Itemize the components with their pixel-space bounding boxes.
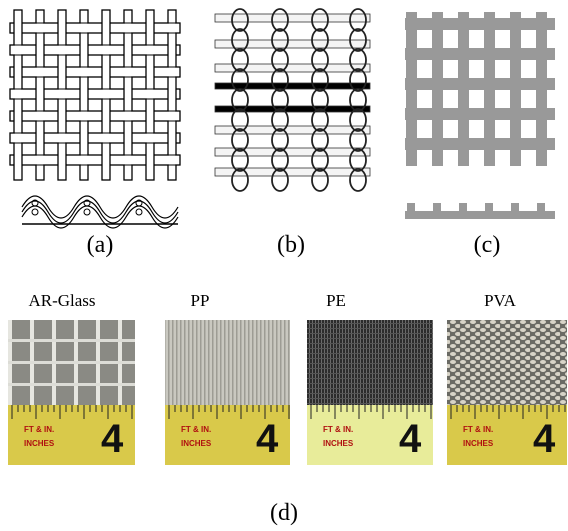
yarn [84, 209, 90, 215]
tape-mark: 4 [533, 417, 556, 461]
yarn [32, 209, 38, 215]
page: AR-Glass FT & IN. INCHES 4 PP FT & IN. INCHES 4… [0, 0, 568, 531]
grid-mesh [405, 12, 555, 219]
weft-over [123, 68, 133, 77]
yarn [136, 209, 142, 215]
weft-over [79, 112, 89, 121]
weft-over [101, 46, 111, 55]
panel-label: (b) [277, 232, 305, 258]
tape-scale: FT & IN. [463, 425, 493, 434]
bar [405, 108, 555, 120]
weft-over [101, 134, 111, 143]
photo-name: PE [326, 291, 346, 310]
tape-mark: 4 [101, 417, 124, 461]
weft-over [79, 156, 89, 165]
photos: AR-Glass FT & IN. INCHES 4 PP FT & IN. INCHES 4… [8, 291, 567, 465]
tape-scale: FT & IN. [323, 425, 353, 434]
bar [405, 18, 555, 30]
bar [405, 78, 555, 90]
photo-name: PP [191, 291, 210, 310]
tape-units: INCHES [463, 439, 494, 448]
weft-over [123, 112, 133, 121]
weft-over [57, 46, 67, 55]
mesh-photo [165, 320, 290, 408]
weft-over [35, 156, 45, 165]
mesh-photo [8, 320, 135, 408]
weft-over [79, 68, 89, 77]
tape-mark: 4 [256, 417, 279, 461]
weft-over [167, 156, 177, 165]
panel-label: (a) [87, 232, 114, 258]
weft-over [57, 134, 67, 143]
black-weft [215, 83, 370, 89]
panel-label: (c) [474, 232, 501, 258]
tape-units: INCHES [323, 439, 354, 448]
weft-over [167, 68, 177, 77]
woven-mesh [10, 10, 180, 228]
tooth [407, 203, 415, 213]
knitted-mesh [215, 9, 370, 191]
weft-over [13, 90, 23, 99]
weft-over [123, 24, 133, 33]
tape-mark: 4 [399, 417, 422, 461]
mesh-photo [447, 320, 567, 408]
weft [215, 40, 370, 48]
tooth [485, 203, 493, 213]
weft-over [13, 134, 23, 143]
bar [405, 48, 555, 60]
tape-units: INCHES [181, 439, 212, 448]
weft-over [145, 46, 155, 55]
weft-over [35, 112, 45, 121]
weft-over [145, 90, 155, 99]
photo-name: PVA [484, 291, 517, 310]
weft-over [79, 24, 89, 33]
photo-name: AR-Glass [28, 291, 95, 310]
weft-over [101, 90, 111, 99]
weft [215, 14, 370, 22]
weft-over [145, 134, 155, 143]
wave [22, 201, 178, 223]
tape-scale: FT & IN. [24, 425, 54, 434]
tape-units: INCHES [24, 439, 55, 448]
panel-label: (d) [270, 500, 298, 526]
weft-over [167, 24, 177, 33]
tape-scale: FT & IN. [181, 425, 211, 434]
tooth [459, 203, 467, 213]
tooth [433, 203, 441, 213]
wave [22, 196, 178, 218]
weft-over [123, 156, 133, 165]
weft-over [35, 24, 45, 33]
tooth [537, 203, 545, 213]
comb [405, 211, 555, 219]
figure: AR-Glass FT & IN. INCHES 4 PP FT & IN. INCHES 4… [0, 0, 568, 531]
mesh-photo [307, 320, 433, 408]
tooth [511, 203, 519, 213]
weft-over [35, 68, 45, 77]
weft-over [167, 112, 177, 121]
weft-over [57, 90, 67, 99]
weft-over [13, 46, 23, 55]
bar [405, 138, 555, 150]
